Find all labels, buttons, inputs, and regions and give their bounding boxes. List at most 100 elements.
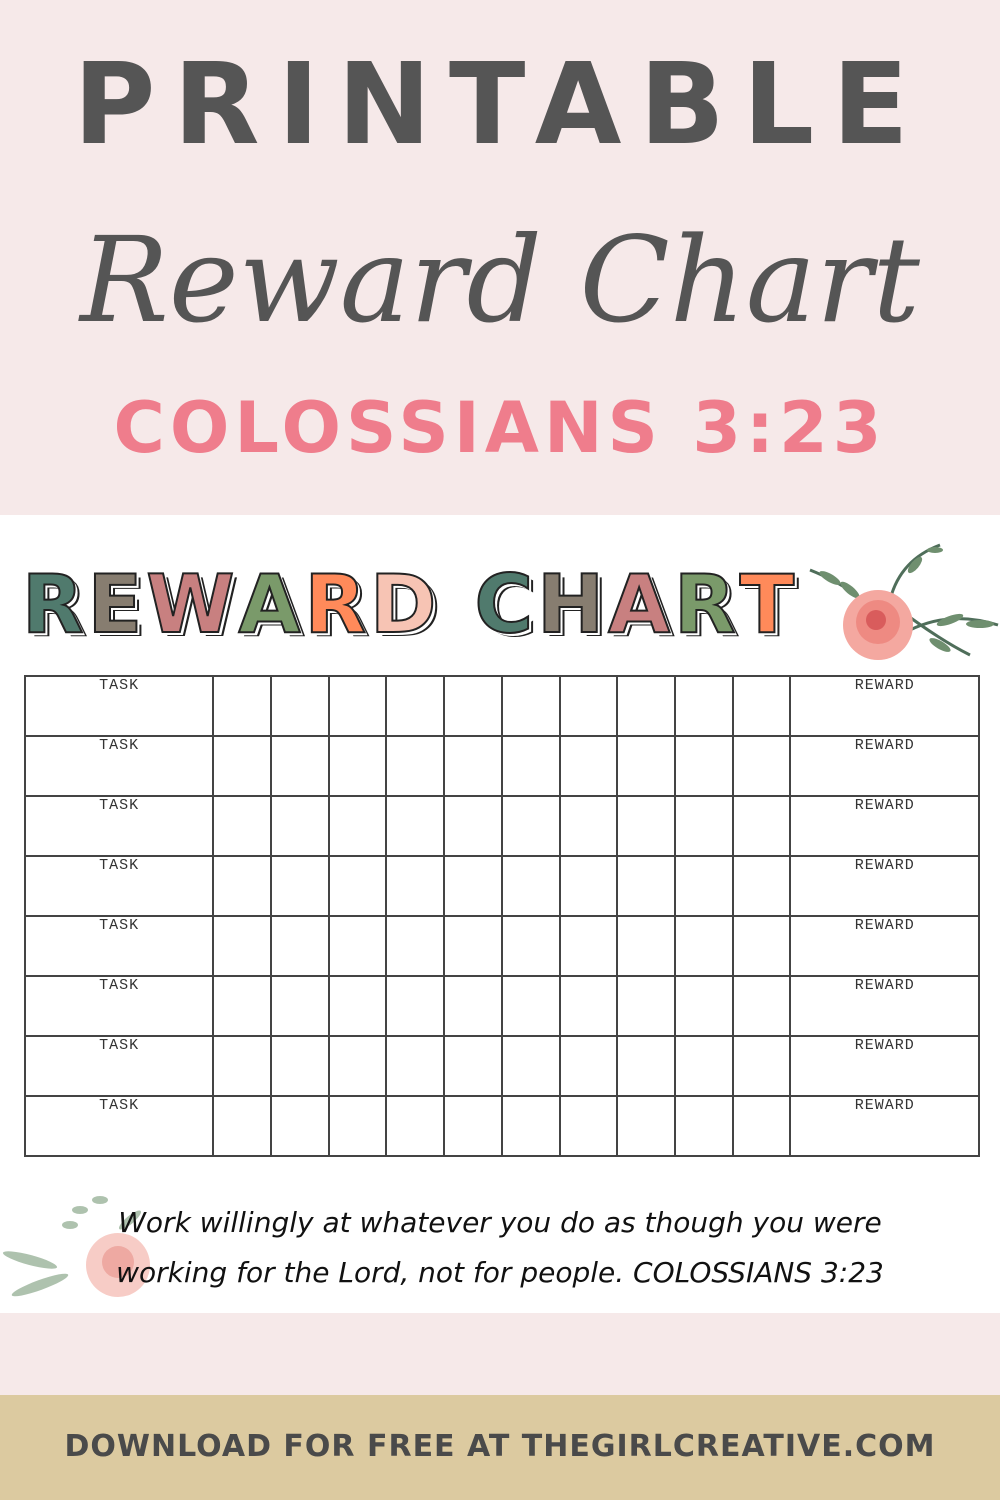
reward-cell[interactable]: REWARD (789, 675, 980, 737)
reward-cell[interactable]: REWARD (789, 975, 980, 1037)
checkbox-cell[interactable] (385, 1095, 446, 1157)
checkbox-cell[interactable] (212, 975, 272, 1037)
checkbox-cell[interactable] (731, 675, 792, 737)
checkbox-cell[interactable] (327, 855, 388, 917)
checkbox-cell[interactable] (616, 975, 677, 1037)
checkbox-cell[interactable] (270, 915, 330, 977)
checkbox-cell[interactable] (443, 675, 503, 737)
checkbox-cell[interactable] (616, 1095, 677, 1157)
checkbox-cell[interactable] (616, 1035, 677, 1097)
checkbox-cell[interactable] (500, 855, 561, 917)
task-cell[interactable]: TASK (23, 735, 215, 797)
checkbox-cell[interactable] (212, 795, 272, 857)
checkbox-cell[interactable] (674, 795, 734, 857)
checkbox-cell[interactable] (616, 735, 677, 797)
checkbox-cell[interactable] (558, 915, 619, 977)
checkbox-cell[interactable] (731, 975, 792, 1037)
task-cell[interactable]: TASK (23, 975, 215, 1037)
checkbox-cell[interactable] (616, 795, 677, 857)
checkbox-cell[interactable] (212, 735, 272, 797)
title-letter: A (607, 557, 671, 652)
checkbox-cell[interactable] (674, 915, 734, 977)
checkbox-cell[interactable] (558, 735, 619, 797)
checkbox-cell[interactable] (443, 915, 503, 977)
checkbox-cell[interactable] (270, 675, 330, 737)
checkbox-cell[interactable] (443, 795, 503, 857)
checkbox-cell[interactable] (558, 855, 619, 917)
task-cell[interactable]: TASK (23, 1035, 215, 1097)
checkbox-cell[interactable] (674, 1095, 734, 1157)
checkbox-cell[interactable] (731, 1035, 792, 1097)
task-cell[interactable]: TASK (23, 675, 215, 737)
checkbox-cell[interactable] (443, 855, 503, 917)
checkbox-cell[interactable] (500, 675, 561, 737)
checkbox-cell[interactable] (212, 675, 272, 737)
checkbox-cell[interactable] (731, 915, 792, 977)
checkbox-cell[interactable] (385, 795, 446, 857)
checkbox-cell[interactable] (674, 735, 734, 797)
reward-cell[interactable]: REWARD (789, 1095, 980, 1157)
checkbox-cell[interactable] (385, 855, 446, 917)
checkbox-cell[interactable] (558, 1035, 619, 1097)
checkbox-cell[interactable] (558, 975, 619, 1037)
checkbox-cell[interactable] (212, 1095, 272, 1157)
checkbox-cell[interactable] (500, 795, 561, 857)
checkbox-cell[interactable] (674, 975, 734, 1037)
reward-cell[interactable]: REWARD (789, 735, 980, 797)
checkbox-cell[interactable] (212, 1035, 272, 1097)
title-letter: R (673, 557, 737, 652)
checkbox-cell[interactable] (616, 855, 677, 917)
checkbox-cell[interactable] (443, 1095, 503, 1157)
checkbox-cell[interactable] (385, 1035, 446, 1097)
checkbox-cell[interactable] (327, 735, 388, 797)
task-cell[interactable]: TASK (23, 915, 215, 977)
checkbox-cell[interactable] (443, 975, 503, 1037)
checkbox-cell[interactable] (500, 1095, 561, 1157)
task-cell[interactable]: TASK (23, 1095, 215, 1157)
checkbox-cell[interactable] (731, 1095, 792, 1157)
checkbox-cell[interactable] (558, 1095, 619, 1157)
checkbox-cell[interactable] (270, 735, 330, 797)
checkbox-cell[interactable] (327, 1095, 388, 1157)
checkbox-cell[interactable] (616, 675, 677, 737)
checkbox-cell[interactable] (385, 735, 446, 797)
checkbox-cell[interactable] (500, 975, 561, 1037)
reward-cell[interactable]: REWARD (789, 915, 980, 977)
checkbox-cell[interactable] (327, 975, 388, 1037)
checkbox-cell[interactable] (558, 795, 619, 857)
rose-flower-icon (0, 1180, 170, 1310)
checkbox-cell[interactable] (500, 1035, 561, 1097)
checkbox-cell[interactable] (443, 1035, 503, 1097)
checkbox-cell[interactable] (327, 1035, 388, 1097)
reward-cell[interactable]: REWARD (789, 1035, 980, 1097)
checkbox-cell[interactable] (674, 1035, 734, 1097)
checkbox-cell[interactable] (270, 855, 330, 917)
checkbox-cell[interactable] (212, 915, 272, 977)
checkbox-cell[interactable] (327, 675, 388, 737)
task-cell[interactable]: TASK (23, 855, 215, 917)
checkbox-cell[interactable] (327, 795, 388, 857)
checkbox-cell[interactable] (212, 855, 272, 917)
checkbox-cell[interactable] (385, 675, 446, 737)
checkbox-cell[interactable] (500, 735, 561, 797)
checkbox-cell[interactable] (616, 915, 677, 977)
download-link-text[interactable]: DOWNLOAD FOR FREE AT THEGIRLCREATIVE.COM (64, 1429, 936, 1464)
checkbox-cell[interactable] (558, 675, 619, 737)
checkbox-cell[interactable] (500, 915, 561, 977)
checkbox-cell[interactable] (385, 975, 446, 1037)
reward-cell[interactable]: REWARD (789, 855, 980, 917)
reward-cell[interactable]: REWARD (789, 795, 980, 857)
checkbox-cell[interactable] (385, 915, 446, 977)
checkbox-cell[interactable] (731, 735, 792, 797)
checkbox-cell[interactable] (270, 1095, 330, 1157)
checkbox-cell[interactable] (270, 1035, 330, 1097)
task-cell[interactable]: TASK (23, 795, 215, 857)
checkbox-cell[interactable] (731, 855, 792, 917)
checkbox-cell[interactable] (270, 795, 330, 857)
checkbox-cell[interactable] (674, 855, 734, 917)
checkbox-cell[interactable] (327, 915, 388, 977)
checkbox-cell[interactable] (270, 975, 330, 1037)
checkbox-cell[interactable] (443, 735, 503, 797)
checkbox-cell[interactable] (731, 795, 792, 857)
checkbox-cell[interactable] (674, 675, 734, 737)
